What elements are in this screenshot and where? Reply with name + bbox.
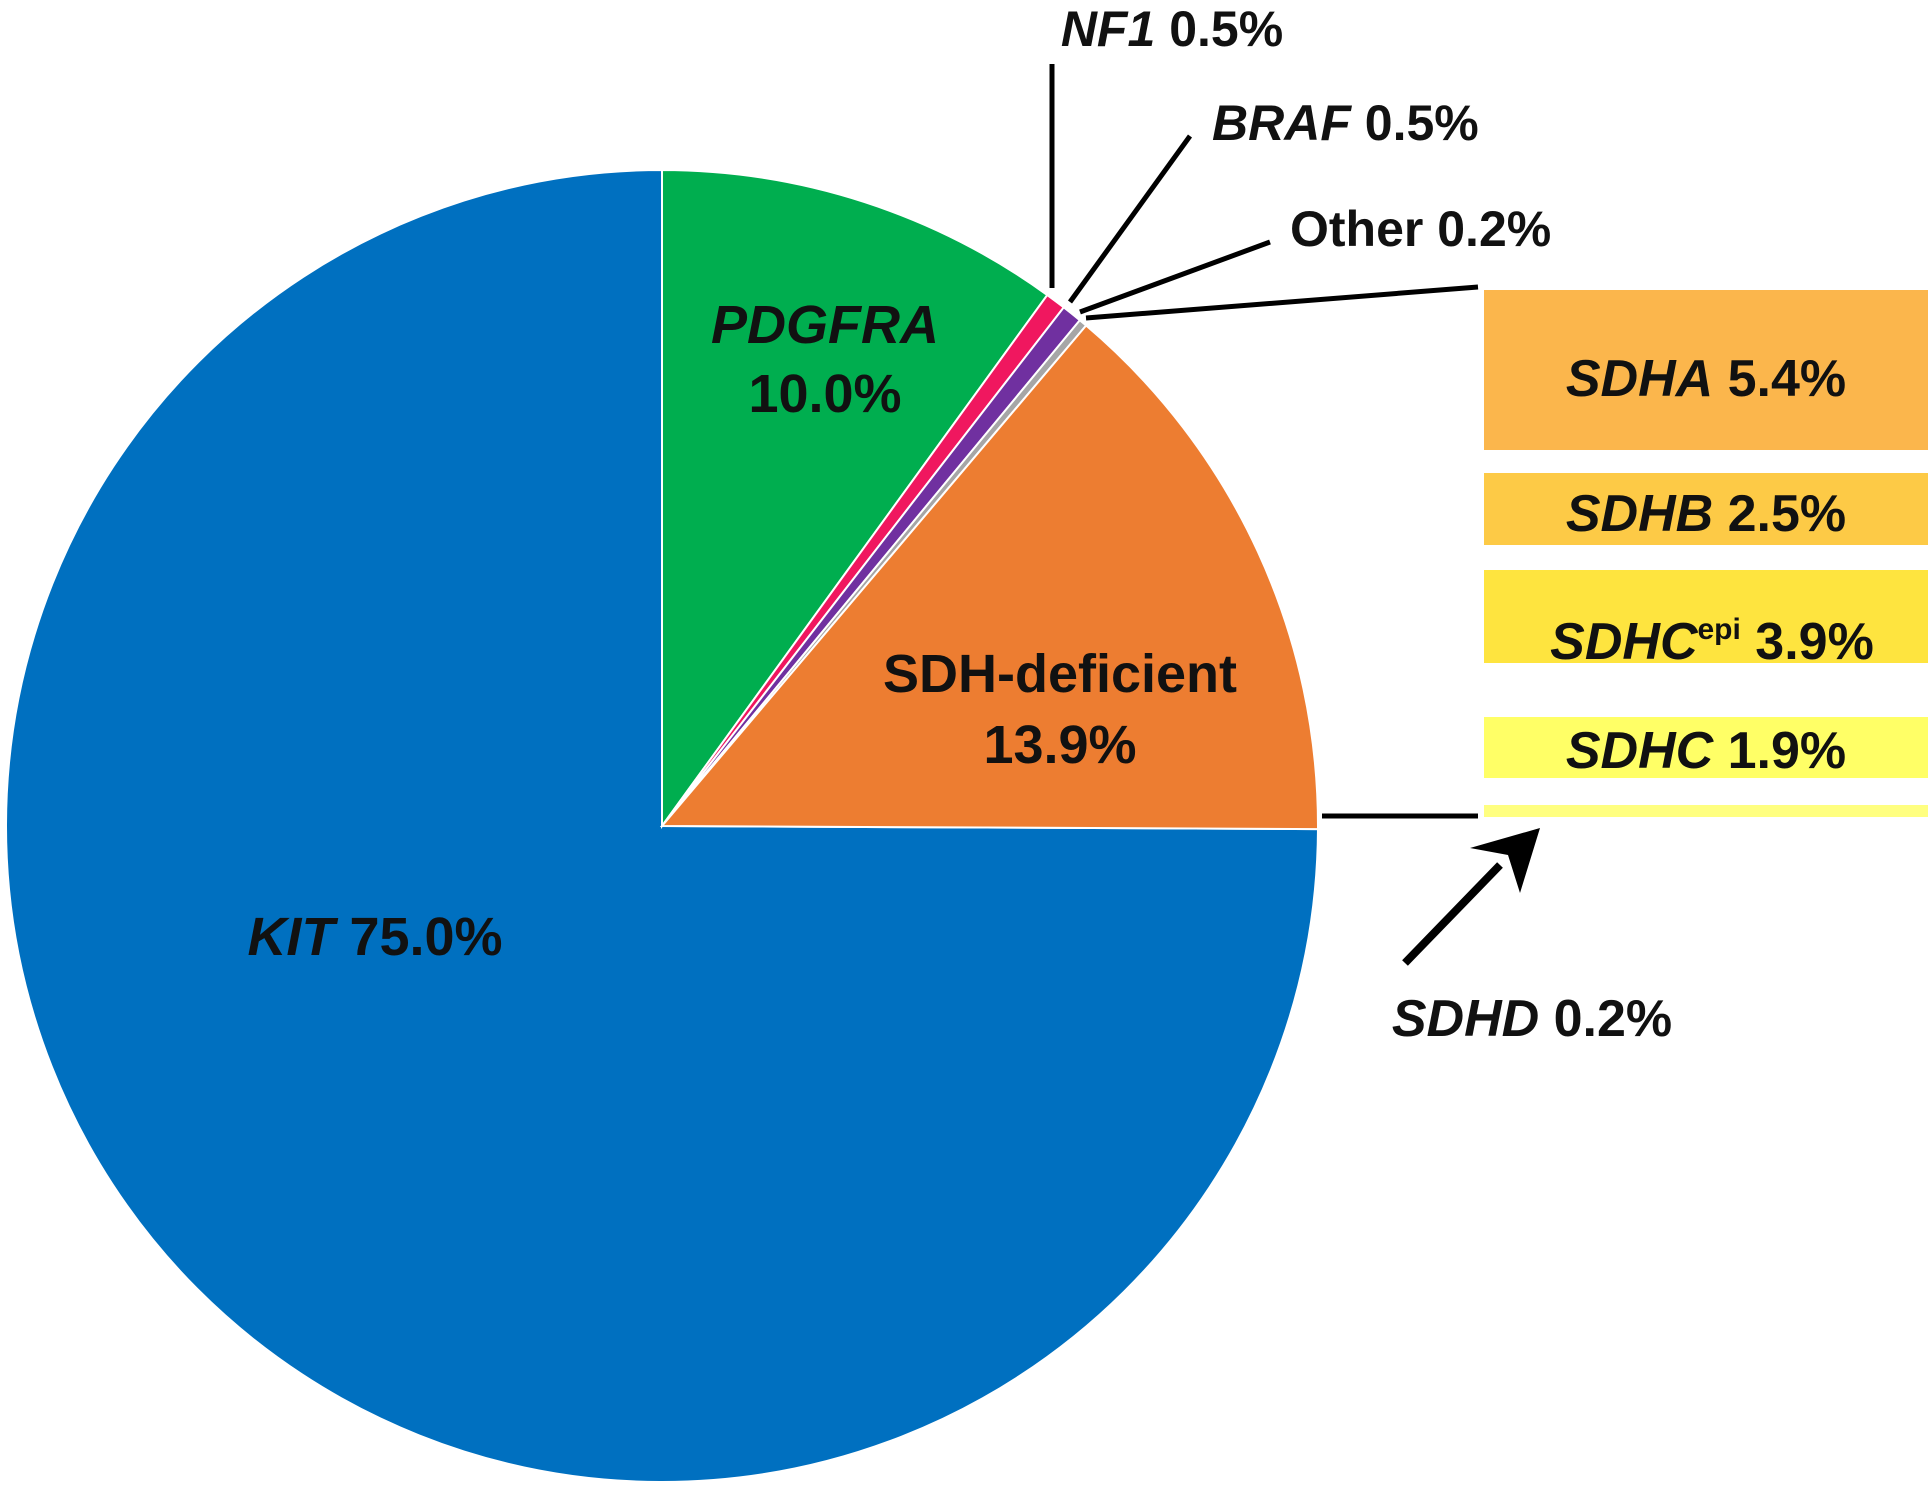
slice-pdgfra xyxy=(661,168,1049,830)
label-sdhd: SDHD 0.2% xyxy=(1392,990,1672,1048)
sdhd-arrow-shaft xyxy=(1402,862,1503,966)
slice-kit xyxy=(5,168,1319,1483)
label-nf1: NF1 0.5% xyxy=(1061,1,1283,57)
label-sdhc: SDHC 1.9% xyxy=(1566,722,1846,780)
pie-slices xyxy=(5,168,1319,1483)
slice-sdh-deficient xyxy=(659,324,1319,831)
label-pdgfra-pct: 10.0% xyxy=(748,364,901,424)
sdh-breakdown-bar xyxy=(1484,290,1928,817)
slice-labels: KIT 75.0% PDGFRA 10.0% NF1 0.5% BRAF 0.5% Oth… xyxy=(247,1,1873,1048)
label-braf: BRAF 0.5% xyxy=(1212,95,1479,151)
label-kit: KIT 75.0% xyxy=(247,907,502,967)
bar-sdha xyxy=(1484,290,1928,450)
bar-sdhd xyxy=(1484,805,1928,817)
label-sdhb: SDHB 2.5% xyxy=(1566,485,1846,543)
label-sdha: SDHA 5.4% xyxy=(1566,350,1846,408)
bar-sdhc xyxy=(1484,717,1928,778)
bar-sdhcepi xyxy=(1484,570,1928,663)
sdhd-arrow-head xyxy=(1470,828,1540,893)
leader-line-braf xyxy=(1067,134,1193,304)
label-sdh-deficient-pct: 13.9% xyxy=(983,715,1136,775)
label-other: Other 0.2% xyxy=(1290,201,1551,257)
leader-lines xyxy=(1049,64,1540,966)
label-sdhc-epi: SDHCepi 3.9% xyxy=(1550,613,1874,671)
bar-sdhb xyxy=(1484,473,1928,545)
label-pdgfra: PDGFRA xyxy=(711,295,939,355)
label-sdh-deficient: SDH-deficient xyxy=(883,644,1237,704)
leader-line-other xyxy=(1079,239,1271,315)
leader-line-sdh-top xyxy=(1085,284,1479,321)
